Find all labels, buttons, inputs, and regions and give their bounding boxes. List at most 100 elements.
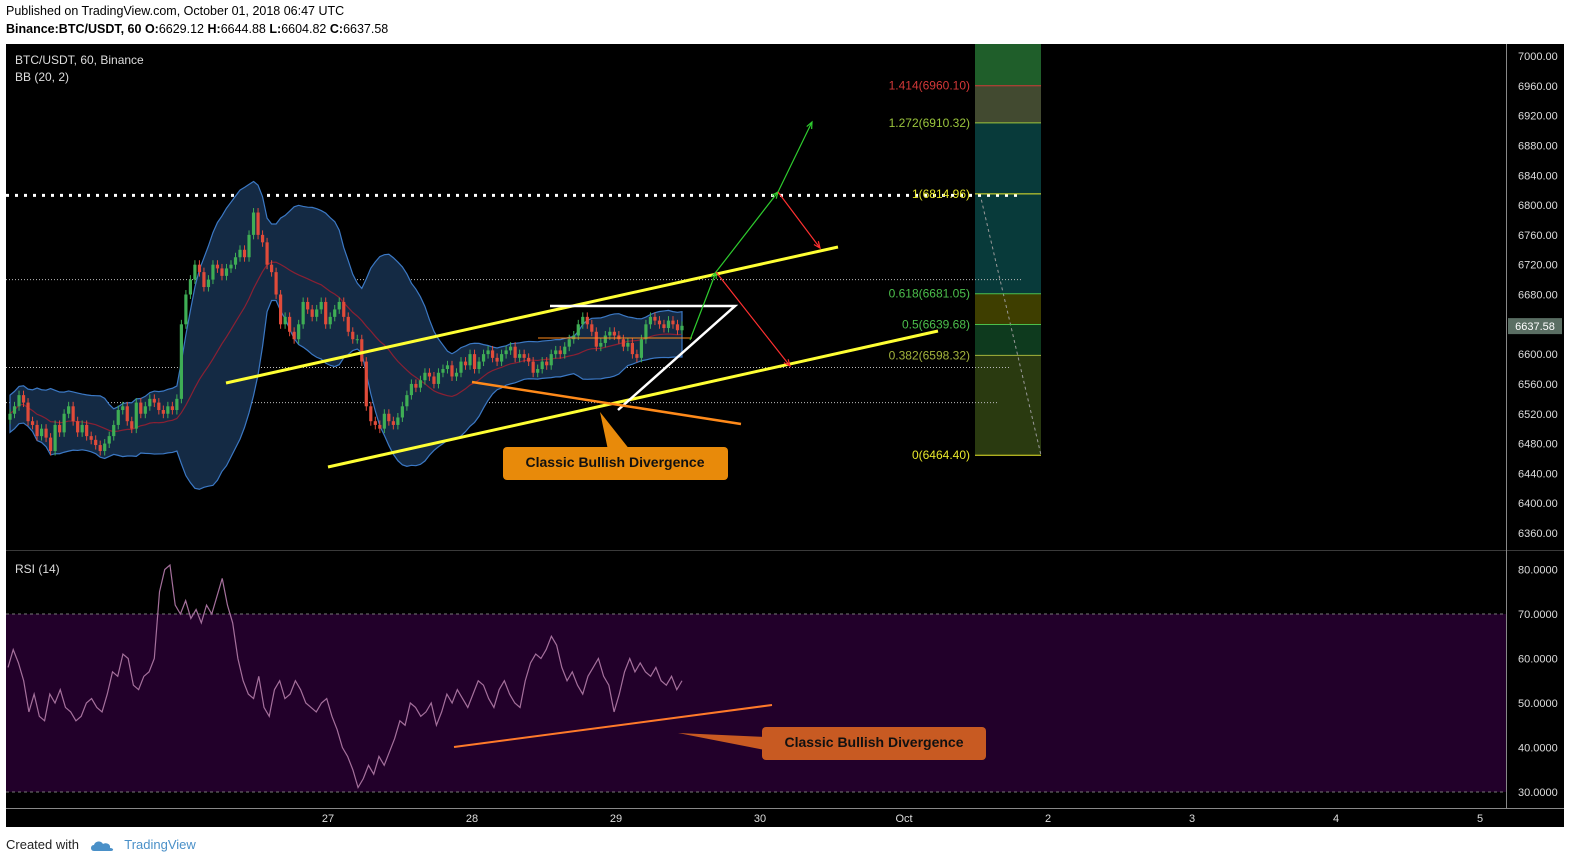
candle-body <box>563 346 567 355</box>
divergence-callout-label: Classic Bullish Divergence <box>526 454 705 470</box>
candle-body <box>666 320 671 329</box>
candle-body <box>599 342 603 347</box>
candle-body <box>364 361 368 407</box>
candle-body <box>351 331 355 340</box>
candle-body <box>211 264 215 280</box>
time-axis-bg <box>6 808 1564 827</box>
candle-body <box>662 324 666 329</box>
candle-body <box>477 361 481 370</box>
price-tick-label: 6720.00 <box>1518 260 1558 272</box>
rsi-divergence-callout-label: Classic Bullish Divergence <box>785 734 964 750</box>
candle-body <box>630 342 634 355</box>
candle-body <box>405 395 409 407</box>
arrow-down-2 <box>715 271 791 367</box>
candle-body <box>274 272 278 295</box>
candle-body <box>48 437 53 452</box>
candle-body <box>481 354 486 362</box>
rsi-callout-pointer <box>678 733 765 750</box>
main-pane-title: BTC/USDT, 60, Binance <box>15 53 144 67</box>
tradingview-brand-link[interactable]: TradingView <box>124 837 196 852</box>
candle-body <box>621 339 625 347</box>
candle-body <box>387 413 391 422</box>
candle-body <box>306 301 310 310</box>
time-tick-label: 2 <box>1045 813 1051 825</box>
candle-body <box>450 365 454 377</box>
rsi-band <box>6 614 1506 792</box>
candle-body <box>206 279 211 288</box>
candle-body <box>418 380 423 388</box>
rsi-divergence-callout <box>762 727 986 760</box>
candle-body <box>247 234 251 258</box>
candle-body <box>58 424 62 433</box>
arrow-up-3 <box>777 121 813 193</box>
candle-body <box>283 316 287 325</box>
candle-body <box>17 395 21 407</box>
candle-body <box>554 350 558 355</box>
candle-body <box>522 354 526 358</box>
candle-body <box>26 402 30 422</box>
candle-body <box>260 234 265 243</box>
candle-body <box>175 398 179 411</box>
candle-body <box>256 212 260 235</box>
candle-body <box>107 436 111 444</box>
candle-body <box>71 406 75 422</box>
candle-body <box>567 339 571 347</box>
candle-body <box>12 406 17 414</box>
candle-body <box>558 350 562 355</box>
candle-body <box>80 424 84 433</box>
candle-body <box>391 421 395 425</box>
candle-body <box>35 424 39 437</box>
candle-body <box>310 309 314 317</box>
candle-body <box>436 372 441 384</box>
candle-body <box>545 361 549 366</box>
candle-body <box>139 402 143 414</box>
candle-body <box>148 398 152 407</box>
low-label: L: <box>269 22 282 36</box>
rsi-tick-label: 50.0000 <box>1518 698 1558 710</box>
candle-body <box>224 268 229 276</box>
candle-body <box>179 324 183 399</box>
candle-body <box>549 354 553 366</box>
channel-upper-line <box>225 245 839 385</box>
fib-zone <box>975 355 1041 456</box>
arrow-down-1-head <box>813 241 821 250</box>
candle-body <box>251 212 256 235</box>
candle-body <box>518 354 522 358</box>
candle-body <box>608 331 612 336</box>
price-tick-label: 6960.00 <box>1518 81 1558 93</box>
candle-body <box>193 264 197 280</box>
candle-body <box>617 335 621 340</box>
candle-body <box>590 324 594 332</box>
rsi-tick-label: 70.0000 <box>1518 609 1558 621</box>
candle-body <box>612 331 616 336</box>
candle-body <box>242 249 247 258</box>
candle-body <box>459 361 463 373</box>
candle-body <box>215 264 220 269</box>
price-axis-bg <box>1506 44 1564 808</box>
candle-body <box>648 316 653 325</box>
candle-body <box>103 443 107 452</box>
arrow-up-3-head <box>806 120 813 130</box>
arrow-up-2 <box>715 191 779 273</box>
candle-body <box>499 354 504 362</box>
candle-body <box>233 257 238 265</box>
candle-body <box>486 350 490 355</box>
fib-level-label: 1.414(6960.10) <box>889 79 970 93</box>
arrow-down-2-head <box>783 359 791 368</box>
candle-body <box>504 350 508 355</box>
candle-body <box>639 339 644 358</box>
fib-level-label: 0.618(6681.05) <box>889 287 970 301</box>
candle-body <box>152 398 156 403</box>
candle-body <box>319 301 323 310</box>
candle-body <box>161 410 165 414</box>
candle-body <box>369 406 373 422</box>
price-tick-label: 6920.00 <box>1518 111 1558 123</box>
price-tick-label: 6880.00 <box>1518 140 1558 152</box>
candle-body <box>396 417 400 425</box>
fib-zone <box>975 44 1041 86</box>
candle-body <box>454 372 459 377</box>
callout-pointer <box>600 412 630 450</box>
price-tick-label: 6440.00 <box>1518 468 1558 480</box>
candle-body <box>143 406 147 414</box>
